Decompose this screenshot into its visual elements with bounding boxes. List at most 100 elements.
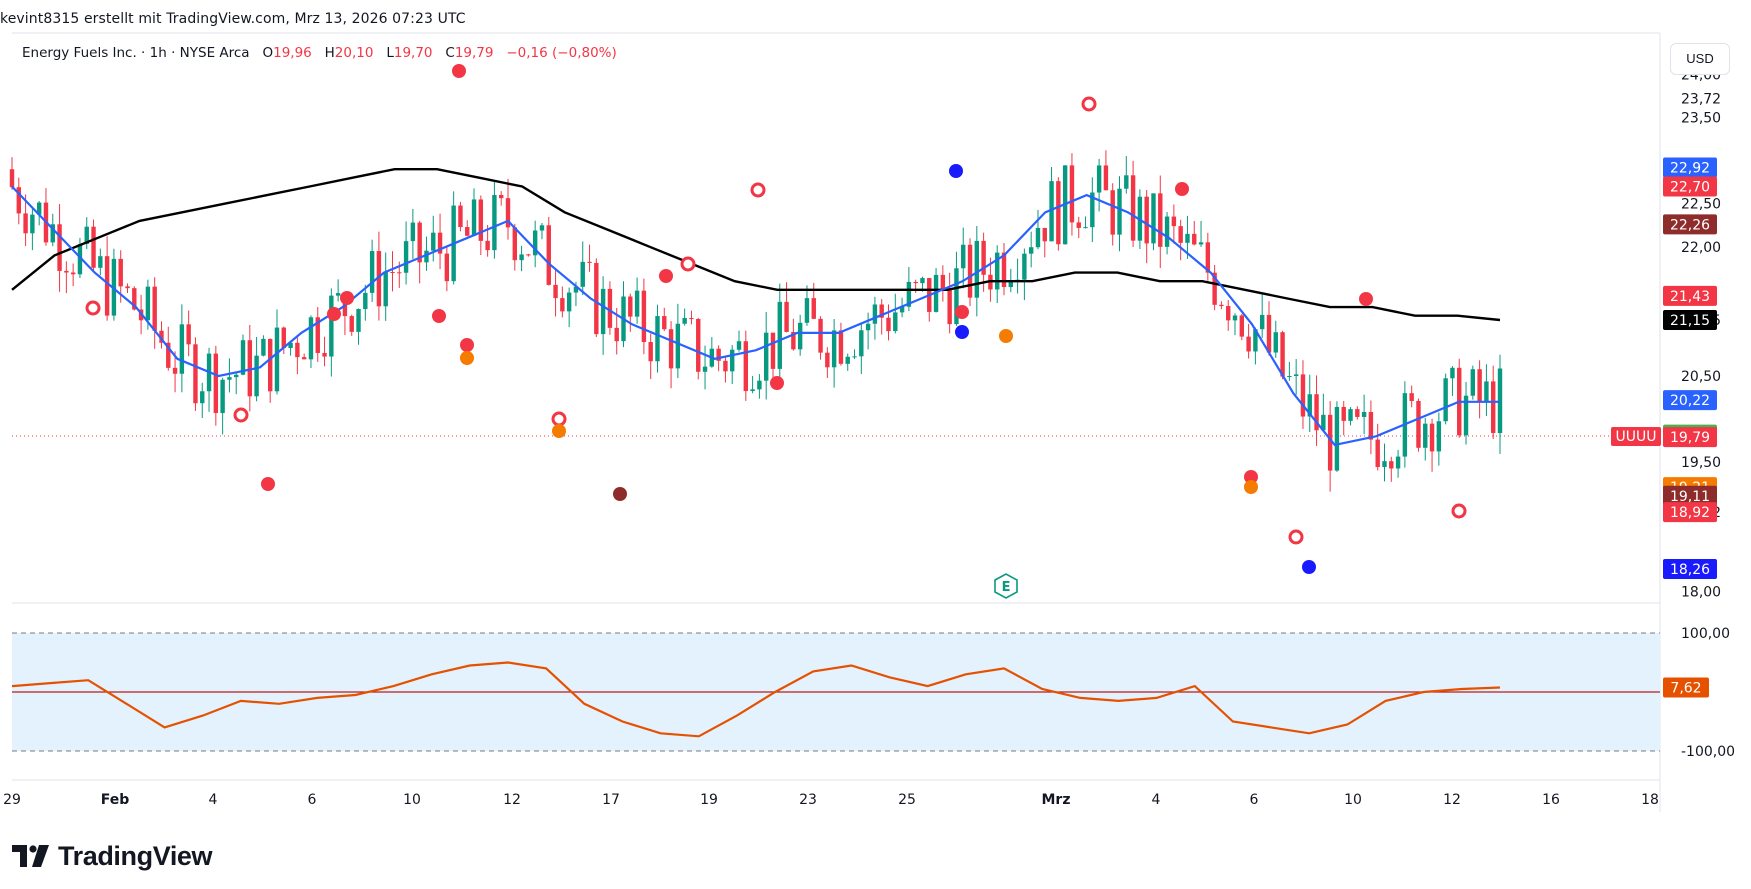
candle: [267, 338, 273, 403]
signal-dot: [955, 325, 969, 339]
svg-text:E: E: [1002, 580, 1011, 595]
candle: [730, 345, 735, 384]
candle: [1389, 456, 1394, 482]
time-axis-label: 12: [503, 792, 521, 808]
candle: [1287, 361, 1292, 381]
candle: [1334, 401, 1340, 472]
signal-ring: [233, 407, 249, 423]
candle: [403, 221, 409, 285]
candle: [566, 287, 572, 328]
time-axis-label: 18: [1641, 792, 1659, 808]
candle: [492, 182, 497, 259]
signal-dot: [452, 64, 466, 78]
candle: [1409, 385, 1414, 408]
signal-dot: [432, 309, 446, 323]
signal-ring: [680, 256, 696, 272]
candle: [1219, 301, 1224, 310]
signal-dot: [340, 291, 354, 305]
candle: [600, 276, 606, 355]
signal-dot: [613, 487, 627, 501]
candle: [220, 377, 225, 435]
time-axis-label: 4: [209, 792, 218, 808]
price-axis-label: 20,50: [1681, 369, 1721, 385]
currency-button[interactable]: USD: [1670, 43, 1730, 75]
price-axis-label: 18,00: [1681, 584, 1721, 600]
price-tag-label: 19,79: [1670, 430, 1710, 446]
oscillator-axis[interactable]: 100,00 -100,00 7,62: [1663, 626, 1735, 760]
candle: [200, 382, 205, 418]
candle: [1443, 373, 1448, 425]
price-tag-label: 21,43: [1670, 289, 1710, 305]
price-tag-label: 22,26: [1670, 217, 1710, 233]
signal-dot: [1175, 182, 1189, 196]
earnings-icon[interactable]: E: [994, 573, 1018, 599]
candle: [227, 358, 232, 393]
candle: [702, 345, 708, 390]
candle: [335, 279, 341, 302]
candle: [594, 258, 599, 337]
time-axis-label: 10: [1344, 792, 1362, 808]
candle: [1314, 375, 1319, 446]
legend-symbol[interactable]: Energy Fuels Inc. · 1h · NYSE Arca: [22, 45, 250, 61]
candle: [390, 251, 395, 292]
candle: [1273, 320, 1278, 358]
candle: [804, 285, 810, 326]
candle: [1151, 193, 1156, 251]
time-axis-label: 19: [700, 792, 718, 808]
price-axis-label: 23,50: [1681, 111, 1721, 127]
price-tag: 19,11: [1663, 485, 1717, 506]
price-axis-label: 22,00: [1681, 240, 1721, 256]
candle: [947, 272, 952, 334]
candle: [1348, 407, 1353, 426]
candle: [1001, 242, 1007, 296]
candle: [206, 347, 212, 412]
candle: [662, 307, 667, 332]
candle: [668, 321, 674, 389]
candle: [43, 188, 49, 246]
signal-markers-layer: [85, 64, 1467, 574]
candle: [1382, 443, 1387, 482]
candle: [797, 314, 803, 356]
legend-high-label: H: [324, 45, 335, 61]
candle: [1327, 401, 1333, 492]
candle: [70, 263, 76, 287]
time-axis-label: Mrz: [1042, 792, 1071, 808]
candle: [383, 252, 388, 321]
candle: [628, 293, 633, 332]
candle: [621, 281, 626, 348]
candle: [852, 349, 857, 359]
candle: [213, 345, 219, 426]
candle: [1178, 219, 1183, 261]
candle: [723, 355, 728, 383]
legend-close-value: 19,79: [454, 45, 494, 61]
candle: [9, 157, 15, 190]
candle: [478, 195, 484, 256]
candle: [607, 281, 613, 335]
candle: [261, 335, 266, 357]
candle: [1341, 400, 1346, 436]
candle: [356, 308, 361, 345]
candle: [349, 314, 354, 336]
candle: [995, 245, 1000, 304]
price-tag-label: 22,92: [1670, 161, 1710, 177]
price-tag: 20,22: [1663, 390, 1717, 411]
candle: [322, 336, 327, 367]
candle: [1239, 313, 1245, 341]
price-axis-label: 19,50: [1681, 455, 1721, 471]
price-tag: 22,26: [1663, 214, 1717, 235]
candle: [1096, 158, 1102, 212]
candle: [893, 293, 898, 334]
candle: [709, 337, 715, 368]
fast-moving-average-line: [11, 185, 1500, 447]
candle: [587, 244, 592, 272]
candle: [1035, 209, 1041, 250]
price-tag: 21,15: [1663, 310, 1717, 330]
time-axis[interactable]: 29 Feb 4 6 10 12 17 19 23 25 Mrz 4 6 10 12 16 18: [3, 792, 1659, 808]
tradingview-logo[interactable]: TradingView: [12, 839, 213, 873]
candle: [940, 265, 946, 302]
candle: [539, 223, 545, 240]
candle: [437, 213, 443, 270]
candle: [743, 330, 749, 401]
candle: [125, 283, 130, 293]
